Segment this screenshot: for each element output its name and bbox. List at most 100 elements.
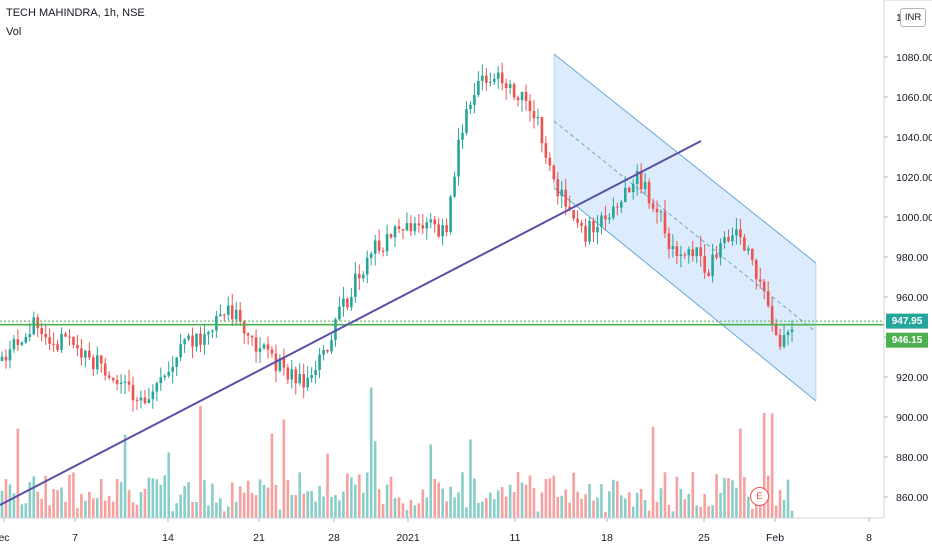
- volume-bar: [663, 472, 667, 518]
- volume-bar: [754, 503, 758, 518]
- volume-bar: [683, 499, 687, 518]
- volume-bar: [56, 490, 59, 518]
- volume-bar: [540, 492, 544, 518]
- currency-badge[interactable]: INR: [900, 8, 926, 27]
- candle-body: [592, 220, 595, 233]
- volume-bar: [282, 419, 286, 518]
- volume-bars: [0, 387, 794, 518]
- volume-bar: [68, 474, 71, 518]
- candle-body: [115, 380, 119, 385]
- candle-body: [488, 81, 492, 83]
- volume-bar: [623, 498, 627, 518]
- volume-bar: [655, 501, 659, 518]
- candle-body: [16, 339, 20, 345]
- candle-body: [723, 237, 726, 244]
- volume-bar: [524, 484, 528, 518]
- volume-bar: [651, 426, 655, 518]
- candle-body: [330, 339, 333, 352]
- candle-body: [663, 211, 667, 234]
- candle-body: [584, 225, 587, 242]
- volume-bar: [762, 412, 766, 518]
- volume-bar: [445, 501, 448, 518]
- candle-body: [361, 274, 365, 279]
- candle-body: [191, 335, 194, 347]
- candle-body: [179, 344, 182, 358]
- volume-bar: [389, 476, 393, 518]
- volume-bar: [338, 500, 341, 518]
- volume-bar: [544, 479, 548, 518]
- candle-body: [600, 215, 603, 227]
- volume-bar: [421, 489, 425, 518]
- volume-bar: [639, 489, 643, 518]
- volume-bar: [330, 496, 333, 518]
- candle-body: [727, 237, 730, 242]
- volume-bar: [354, 484, 357, 518]
- volume-bar: [643, 500, 647, 518]
- candle-body: [72, 337, 75, 345]
- candle-body: [437, 224, 440, 237]
- volume-bar: [223, 511, 226, 518]
- candle-body: [504, 83, 508, 89]
- volume-bar: [449, 486, 452, 518]
- candle-body: [572, 210, 575, 219]
- candle-body: [350, 296, 353, 308]
- candle-body: [556, 179, 560, 197]
- volume-bar: [88, 491, 91, 518]
- candle-body: [357, 273, 361, 279]
- candle-body: [223, 314, 226, 316]
- volume-bar: [139, 491, 143, 518]
- volume-bar: [504, 496, 508, 518]
- volume-bar: [76, 508, 79, 518]
- candle-body: [48, 337, 51, 344]
- volume-bar: [318, 485, 321, 518]
- candle-body: [481, 75, 484, 81]
- candle-body: [52, 343, 55, 345]
- volume-bar: [24, 503, 28, 518]
- volume-bar: [262, 484, 266, 518]
- volume-bar: [290, 495, 294, 518]
- volume-bar: [381, 504, 385, 518]
- volume-bar: [215, 502, 218, 518]
- drawing-lines[interactable]: [0, 140, 884, 506]
- earnings-marker[interactable]: E: [750, 487, 769, 506]
- volume-bar: [477, 502, 480, 518]
- volume-bar: [560, 495, 564, 518]
- candle-body: [457, 139, 460, 177]
- volume-bar: [36, 491, 40, 518]
- volume-bar: [568, 502, 571, 518]
- candle-body: [250, 335, 254, 338]
- candle-body: [393, 226, 397, 238]
- candle-body: [207, 332, 210, 335]
- candle-body: [639, 170, 643, 190]
- candle-body: [604, 215, 607, 220]
- volume-bar: [103, 500, 107, 518]
- volume-bar: [627, 492, 631, 518]
- candle-body: [107, 375, 111, 378]
- candle-body: [80, 348, 83, 358]
- candle-body: [715, 254, 718, 258]
- volume-bar: [107, 495, 111, 518]
- volume-bar: [16, 428, 20, 518]
- volume-bar: [322, 496, 325, 518]
- volume-bar: [703, 493, 706, 518]
- volume-bar: [552, 475, 556, 518]
- volume-bar: [441, 488, 444, 518]
- channel-fill: [554, 54, 816, 401]
- volume-bar: [433, 478, 437, 518]
- candle-body: [647, 182, 651, 204]
- candle-body: [687, 249, 691, 256]
- volume-bar: [592, 500, 595, 518]
- candle-body: [532, 111, 536, 119]
- y-tick-label: 920.00: [896, 372, 928, 384]
- volume-bar: [774, 505, 778, 518]
- volume-bar: [52, 489, 55, 518]
- candle-body: [508, 84, 512, 89]
- volume-bar: [123, 434, 127, 518]
- candle-body: [774, 323, 778, 335]
- volume-bar: [274, 484, 278, 518]
- candle-body: [342, 298, 345, 307]
- volume-bar: [425, 497, 429, 518]
- volume-bar: [250, 492, 254, 518]
- candle-body: [143, 397, 147, 404]
